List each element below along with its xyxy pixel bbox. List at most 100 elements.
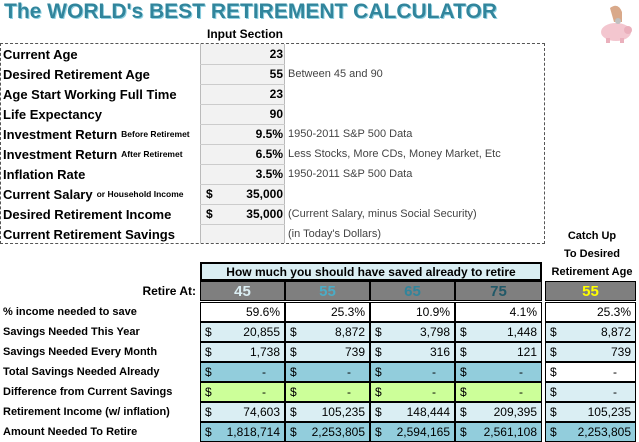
section-header: Input Section (207, 27, 283, 41)
result-cell: $148,444 (370, 402, 455, 422)
row-line (200, 104, 285, 105)
label-text: Life Expectancy (3, 106, 102, 122)
result-cell: 25.3% (545, 302, 636, 322)
currency-sign: $ (205, 425, 212, 439)
input-value-column (200, 44, 285, 243)
input-value: 23 (269, 47, 283, 61)
currency-sign: $ (205, 405, 212, 419)
result-value: 2,253,805 (311, 425, 365, 439)
result-value: - (262, 385, 266, 399)
title: The WORLD's BEST RETIREMENT CALCULATOR (4, 0, 498, 23)
input-label: Current Age (3, 44, 199, 64)
input-value: 90 (269, 107, 283, 121)
result-cell: $ - (545, 362, 636, 382)
retire-age: 55 (285, 281, 370, 301)
currency-sign: $ (550, 325, 557, 339)
currency-sign: $ (460, 385, 467, 399)
result-cell: $2,253,805 (285, 422, 370, 442)
result-cell: $2,253,805 (545, 422, 636, 442)
result-cell: 25.3% (285, 302, 370, 322)
currency-sign: $ (375, 385, 382, 399)
result-cell: $ - (285, 362, 370, 382)
input-value: 35,000 (246, 187, 283, 201)
result-label: Difference from Current Savings (3, 386, 173, 398)
currency-sign: $ (375, 405, 382, 419)
row-line (200, 204, 285, 205)
currency-sign: $ (206, 207, 213, 221)
result-value: 20,855 (243, 325, 280, 339)
input-note: 1950-2011 S&P 500 Data (288, 128, 413, 140)
result-label: Amount Needed To Retire (3, 426, 138, 438)
input-note: Less Stocks, More CDs, Money Market, Etc (288, 148, 501, 160)
result-cell: $121 (455, 342, 542, 362)
input-note: (in Today's Dollars) (288, 228, 381, 240)
result-value: - (613, 365, 617, 379)
result-label: Savings Needed Every Month (3, 346, 158, 358)
currency-sign: $ (460, 345, 467, 359)
currency-sign: $ (550, 385, 557, 399)
row-line (200, 164, 285, 165)
result-value: 1,448 (506, 325, 537, 339)
result-value: - (613, 385, 617, 399)
currency-sign: $ (206, 187, 213, 201)
result-value: 1,818,714 (226, 425, 280, 439)
result-value: 8,872 (334, 325, 365, 339)
result-cell: $316 (370, 342, 455, 362)
input-value: 9.5% (255, 127, 283, 141)
result-cell: 10.9% (370, 302, 455, 322)
currency-sign: $ (550, 425, 557, 439)
catch-up-header: To Desired (563, 248, 621, 260)
currency-sign: $ (375, 325, 382, 339)
result-cell: $739 (545, 342, 636, 362)
result-value: 10.9% (415, 305, 450, 319)
result-value: 121 (516, 345, 537, 359)
label-text: Current Salary (3, 186, 93, 202)
retire-age: 65 (370, 281, 455, 301)
result-cell: $8,872 (545, 322, 636, 342)
currency-sign: $ (460, 405, 467, 419)
result-value: - (432, 365, 436, 379)
result-value: - (519, 385, 523, 399)
result-value: 59.6% (245, 305, 280, 319)
retire-age: 45 (200, 281, 285, 301)
currency-sign: $ (375, 365, 382, 379)
result-value: 74,603 (243, 405, 280, 419)
row-line (200, 184, 285, 185)
result-value: - (262, 365, 266, 379)
result-cell: $2,594,165 (370, 422, 455, 442)
label-subtext: or Household Income (96, 189, 184, 199)
input-label: Desired Retirement Age (3, 64, 199, 84)
result-label: Retirement Income (w/ inflation) (3, 406, 170, 418)
input-label: Life Expectancy (3, 104, 199, 124)
retire-age: 55 (545, 281, 636, 301)
result-cell: $ - (545, 382, 636, 402)
result-value: 4.1% (509, 305, 537, 319)
input-label: Investment Return Before Retiremet (3, 124, 199, 144)
result-label: Total Savings Needed Already (3, 366, 160, 378)
result-value: - (432, 385, 436, 399)
result-value: - (519, 365, 523, 379)
input-note: (Current Salary, minus Social Security) (288, 208, 477, 220)
currency-sign: $ (375, 425, 382, 439)
result-cell: $3,798 (370, 322, 455, 342)
result-label: % income needed to save (3, 306, 137, 318)
label-text: Inflation Rate (3, 166, 86, 182)
result-value: 739 (344, 345, 365, 359)
result-value: 105,235 (587, 405, 631, 419)
input-note: 1950-2011 S&P 500 Data (288, 168, 413, 180)
result-value: 105,235 (321, 405, 365, 419)
result-cell: $8,872 (285, 322, 370, 342)
input-value: 6.5% (255, 147, 283, 161)
input-label: Current Salary or Household Income (3, 184, 199, 204)
currency-sign: $ (375, 345, 382, 359)
result-cell: $1,738 (200, 342, 285, 362)
input-label: Investment Return After Retiremet (3, 144, 199, 164)
label-text: Desired Retirement Age (3, 66, 150, 82)
result-value: - (347, 385, 351, 399)
result-cell: $ - (200, 362, 285, 382)
row-line (200, 144, 285, 145)
input-value: 35,000 (246, 207, 283, 221)
label-text: Desired Retirement Income (3, 206, 172, 222)
label-text: Age Start Working Full Time (3, 86, 177, 102)
row-line (200, 84, 285, 85)
